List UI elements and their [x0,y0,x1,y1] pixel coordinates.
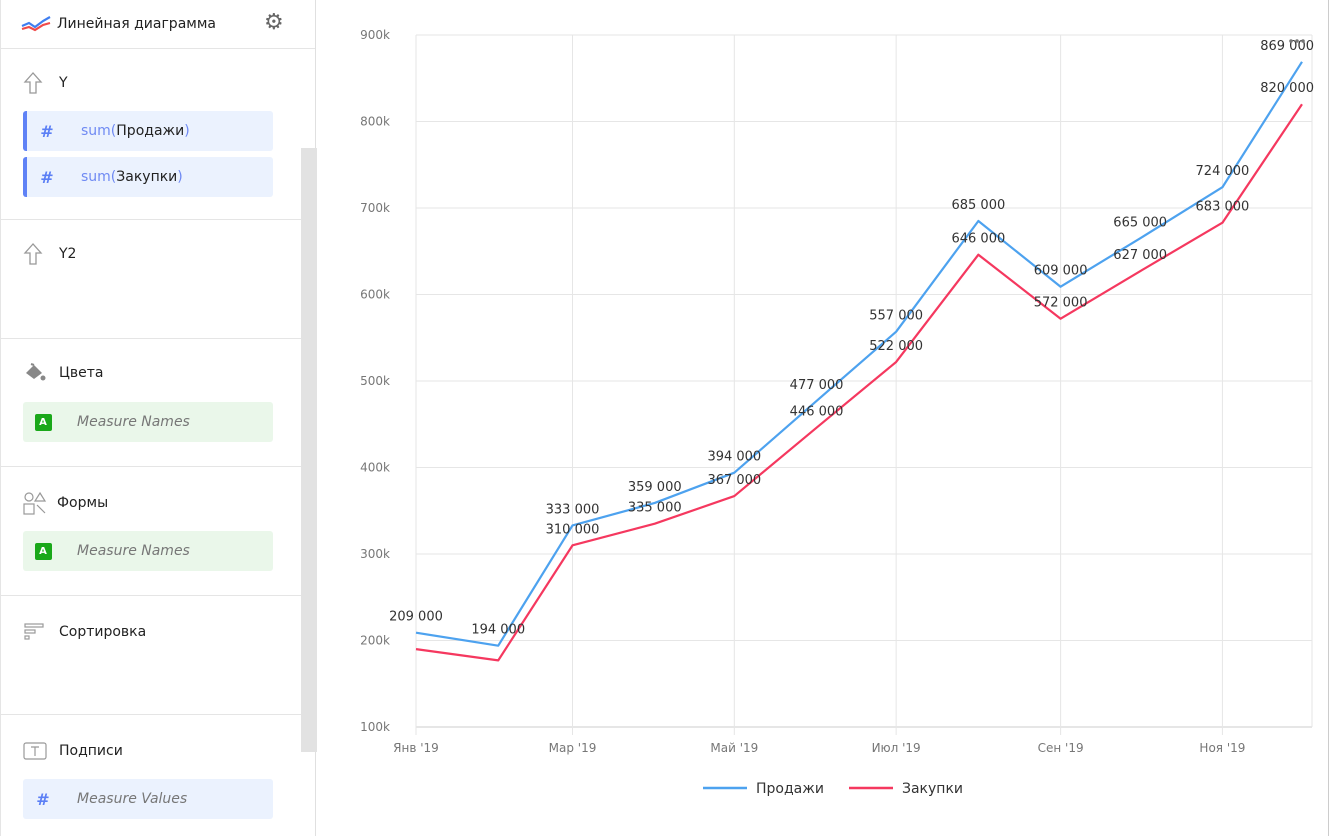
text-icon [23,741,49,761]
section-y2[interactable]: Y2 [1,220,301,339]
legend-label: Закупки [902,781,963,797]
data-label: 522 000 [869,339,923,354]
dimension-icon: A [34,413,52,431]
data-label: 209 000 [389,610,443,625]
data-label: 477 000 [790,378,844,393]
arrow-up-icon [23,242,49,266]
section-sort[interactable]: Сортировка [1,596,301,715]
data-label: 627 000 [1113,248,1167,263]
x-tick-label: Июл '19 [872,741,921,755]
data-label: 446 000 [790,405,844,420]
y-tick-label: 600k [360,288,390,302]
section-title: Подписи [59,743,123,759]
sort-icon [23,621,49,643]
section-y: Y # sum(Продажи) # sum(Закупки) [1,49,301,220]
x-tick-label: Мар '19 [549,741,597,755]
legend-item[interactable]: Продажи [703,781,824,797]
x-tick-label: Ноя '19 [1199,741,1245,755]
section-title: Сортировка [59,624,147,640]
x-tick-label: Янв '19 [393,741,439,755]
field-pill-labels[interactable]: # Measure Values [23,779,273,819]
field-name: Продажи [116,123,185,139]
gear-icon[interactable]: ⚙ [264,10,284,35]
section-title: Формы [57,495,109,511]
chart-type-label: Линейная диаграмма [57,16,216,32]
x-tick-label: Май '19 [710,741,758,755]
number-icon: # [40,121,54,141]
y-tick-label: 200k [360,634,390,648]
data-label: 359 000 [628,480,682,495]
section-shapes: Формы A Measure Names [1,467,301,596]
y-tick-label: 500k [360,374,390,388]
field-close: ) [177,169,183,185]
field-close: ) [184,123,190,139]
section-title: Y2 [59,246,77,262]
section-colors: Цвета A Measure Names [1,339,301,467]
data-label: 724 000 [1196,164,1250,179]
series-line-1 [415,103,1303,662]
sidebar: Линейная диаграмма ⚙ Y # sum(Продажи) # su… [0,0,317,836]
line-chart-icon [21,16,51,32]
y-tick-label: 100k [360,720,390,734]
data-label: 333 000 [546,502,600,517]
y-tick-label: 700k [360,201,390,215]
section-title: Цвета [59,365,104,381]
field-pill-sales[interactable]: # sum(Продажи) [23,111,273,151]
data-label: 646 000 [951,232,1005,247]
arrow-up-icon [23,71,49,95]
series-line-0 [415,61,1303,647]
legend-label: Продажи [756,781,824,797]
data-label: 685 000 [951,198,1005,213]
data-label: 335 000 [628,501,682,516]
paint-bucket-icon [23,362,49,384]
chart-svg: 100k 200k 300k 400k 500k 600k 700k 800k 900k Янв … [360,28,1314,797]
field-func: sum( [81,169,117,185]
field-name: Measure Values [77,791,188,807]
data-label: 820 000 [1260,81,1314,96]
field-pill-colors[interactable]: A Measure Names [23,402,273,442]
data-label: 394 000 [707,450,761,465]
more-menu-icon [1295,39,1299,43]
more-menu-icon [1301,39,1305,43]
y-tick-label: 900k [360,28,390,42]
data-label: 194 000 [471,623,525,638]
data-label: 609 000 [1034,264,1088,279]
y-tick-label: 400k [360,461,390,475]
section-labels: Подписи # Measure Values [1,715,301,819]
data-label: 665 000 [1113,215,1167,230]
data-label: 367 000 [707,473,761,488]
field-pill-purchases[interactable]: # sum(Закупки) [23,157,273,197]
field-func: sum( [81,123,117,139]
data-label: 310 000 [546,522,600,537]
number-icon: # [40,167,54,187]
section-title: Y [59,75,68,91]
y-tick-label: 800k [360,115,390,129]
line-chart: 100k 200k 300k 400k 500k 600k 700k 800k 900k Янв … [317,0,1329,836]
data-label: 869 000 [1260,39,1314,54]
field-name: Measure Names [77,414,190,430]
data-label: 557 000 [869,309,923,324]
shapes-icon [23,491,49,515]
dimension-icon: A [34,542,52,560]
sidebar-scrollbar[interactable] [301,148,317,752]
number-icon: # [36,789,50,809]
data-label: 683 000 [1196,200,1250,215]
chart-type-header[interactable]: Линейная диаграмма ⚙ [1,0,315,49]
field-pill-shapes[interactable]: A Measure Names [23,531,273,571]
more-menu-icon [1289,39,1293,43]
field-name: Measure Names [77,543,190,559]
y-tick-label: 300k [360,547,390,561]
legend-item[interactable]: Закупки [849,781,963,797]
field-name: Закупки [116,169,178,185]
x-tick-label: Сен '19 [1038,741,1084,755]
data-label: 572 000 [1034,296,1088,311]
